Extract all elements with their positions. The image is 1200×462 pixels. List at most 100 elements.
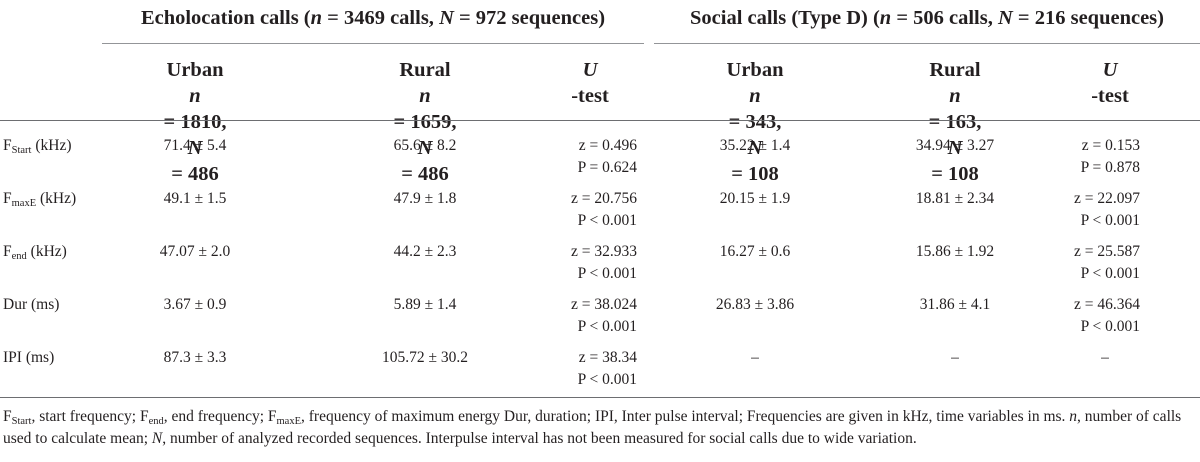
social-group-n-symbol: n (879, 7, 892, 29)
footnote-fmaxe-text: , frequency of maximum energy Dur, durat… (301, 408, 1070, 425)
social-utest-value: z = 46.364 P < 0.001 (1040, 294, 1140, 338)
footnote-n-text: , number of calls used to calculate mean… (3, 408, 1182, 447)
footnote-fstart-text: , start frequency; (31, 408, 140, 425)
echo-rural-value: 105.72 ± 30.2 (381, 349, 468, 366)
echo-urban-value: 49.1 ± 1.5 (163, 190, 227, 207)
N-symbol: N (747, 137, 763, 159)
u-test-text: -test (1091, 85, 1129, 107)
n-symbol: n (189, 85, 201, 107)
col-header-echo-utest: U -test (540, 57, 640, 109)
social-utest-value: z = 22.097 P < 0.001 (1040, 188, 1140, 232)
col-label: Rural (399, 59, 451, 81)
z-value: z = 20.756 (571, 190, 637, 207)
echo-rural-value: 5.89 ± 1.4 (393, 296, 457, 313)
echo-rural-value: 47.9 ± 1.8 (393, 190, 457, 207)
n-value: = 1659, (393, 111, 457, 133)
z-value: z = 38.34 (578, 349, 637, 366)
u-symbol: U (582, 59, 598, 81)
p-value: P < 0.001 (1080, 212, 1140, 229)
z-value: z = 25.587 (1074, 243, 1140, 260)
p-value: P < 0.001 (1080, 265, 1140, 282)
footnote-fmaxe-sub: maxE (276, 416, 302, 427)
social-urban-value: 20.15 ± 1.9 (719, 190, 791, 207)
row-label-main: IPI (3, 349, 22, 366)
social-group-N-symbol: N (997, 7, 1013, 29)
n-symbol: n (749, 85, 761, 107)
echo-rural-value: 44.2 ± 2.3 (393, 243, 457, 260)
col-header-social-urban: Urban n = 343, N = 108 (660, 57, 850, 187)
n-value: = 163, (928, 111, 982, 133)
social-urban-value: 35.22 ± 1.4 (719, 137, 791, 154)
social-rural-value: 15.86 ± 1.92 (915, 243, 995, 260)
row-label-unit: (kHz) (36, 190, 77, 207)
p-value: P < 0.001 (1080, 318, 1140, 335)
z-value: z = 0.153 (1081, 137, 1140, 154)
p-value: P < 0.001 (577, 371, 637, 388)
echolocation-group-header: Echolocation calls (n = 3469 calls, N = … (140, 7, 606, 29)
u-test-text: -test (571, 85, 609, 107)
header-bottom-rule (0, 120, 1200, 121)
p-value: P = 0.878 (1080, 159, 1140, 176)
z-value: z = 46.364 (1074, 296, 1140, 313)
N-value: = 486 (171, 163, 219, 185)
footnote-fstart-main: F (3, 408, 12, 425)
echo-utest-value: z = 32.933 P < 0.001 (540, 241, 637, 285)
footnote-N-symbol: N (151, 430, 163, 447)
row-label-sub: maxE (11, 198, 37, 209)
row-label-sub: Start (11, 145, 32, 156)
echo-urban-value: 3.67 ± 0.9 (163, 296, 227, 313)
row-label: Fend (kHz) (3, 241, 67, 263)
footnote-fend-sub: end (148, 416, 164, 427)
table-footnote: FStart, start frequency; Fend, end frequ… (3, 406, 1195, 450)
col-header-echo-rural: Rural n = 1659, N = 486 (330, 57, 520, 187)
row-label-unit: (kHz) (31, 137, 72, 154)
echo-group-N-symbol: N (439, 7, 454, 29)
z-value: z = 38.024 (571, 296, 637, 313)
footnote-N-text: , number of analyzed recorded sequences.… (162, 430, 917, 447)
row-label-unit: (ms) (21, 349, 55, 366)
col-label: Urban (726, 59, 784, 81)
echo-utest-value: z = 0.496 P = 0.624 (540, 135, 637, 179)
row-label-unit: (ms) (27, 296, 60, 313)
p-value: P = 0.624 (577, 159, 637, 176)
social-utest-value: z = 25.587 P < 0.001 (1040, 241, 1140, 285)
z-value: z = 22.097 (1074, 190, 1140, 207)
footnote-fmaxe-main: F (267, 408, 277, 425)
row-label-sub: end (11, 251, 27, 262)
N-symbol: N (187, 137, 203, 159)
row-label: FmaxE (kHz) (3, 188, 76, 210)
echo-group-n-text: = 3469 calls, (322, 7, 440, 29)
echo-urban-value: 47.07 ± 2.0 (159, 243, 231, 260)
p-value: P < 0.001 (577, 212, 637, 229)
echo-utest-value: z = 38.024 P < 0.001 (540, 294, 637, 338)
social-group-N-text: = 216 sequences) (1012, 7, 1164, 29)
row-label-main: Dur (3, 296, 28, 313)
col-header-social-rural: Rural n = 163, N = 108 (860, 57, 1050, 187)
social-rural-value: 18.81 ± 2.34 (915, 190, 995, 207)
row-label: FStart (kHz) (3, 135, 72, 157)
N-value: = 108 (931, 163, 979, 185)
footnote-fend-text: , end frequency; (163, 408, 268, 425)
N-symbol: N (947, 137, 963, 159)
table-bottom-rule (0, 397, 1200, 398)
echo-urban-value: 71.4 ± 5.4 (163, 137, 227, 154)
social-group-title: Social calls (Type D) (690, 7, 868, 29)
social-rural-value: 31.86 ± 4.1 (919, 296, 991, 313)
col-header-echo-urban: Urban n = 1810, N = 486 (100, 57, 290, 187)
echo-group-rule (102, 43, 644, 44)
z-value: z = 32.933 (571, 243, 637, 260)
echo-urban-value: 87.3 ± 3.3 (163, 349, 227, 366)
col-label: Rural (929, 59, 981, 81)
N-symbol: N (417, 137, 433, 159)
N-value: = 486 (401, 163, 449, 185)
n-symbol: n (949, 85, 961, 107)
social-group-rule (654, 43, 1200, 44)
footnote-fend-main: F (139, 408, 149, 425)
row-label: Dur (ms) (3, 294, 59, 316)
social-urban-value: 26.83 ± 3.86 (715, 296, 795, 313)
echo-group-N-text: = 972 sequences) (453, 7, 606, 29)
social-group-n-text: = 506 calls, (891, 7, 998, 29)
footnote-fstart-sub: Start (11, 416, 32, 427)
social-rural-value: 34.94 ± 3.27 (915, 137, 995, 154)
